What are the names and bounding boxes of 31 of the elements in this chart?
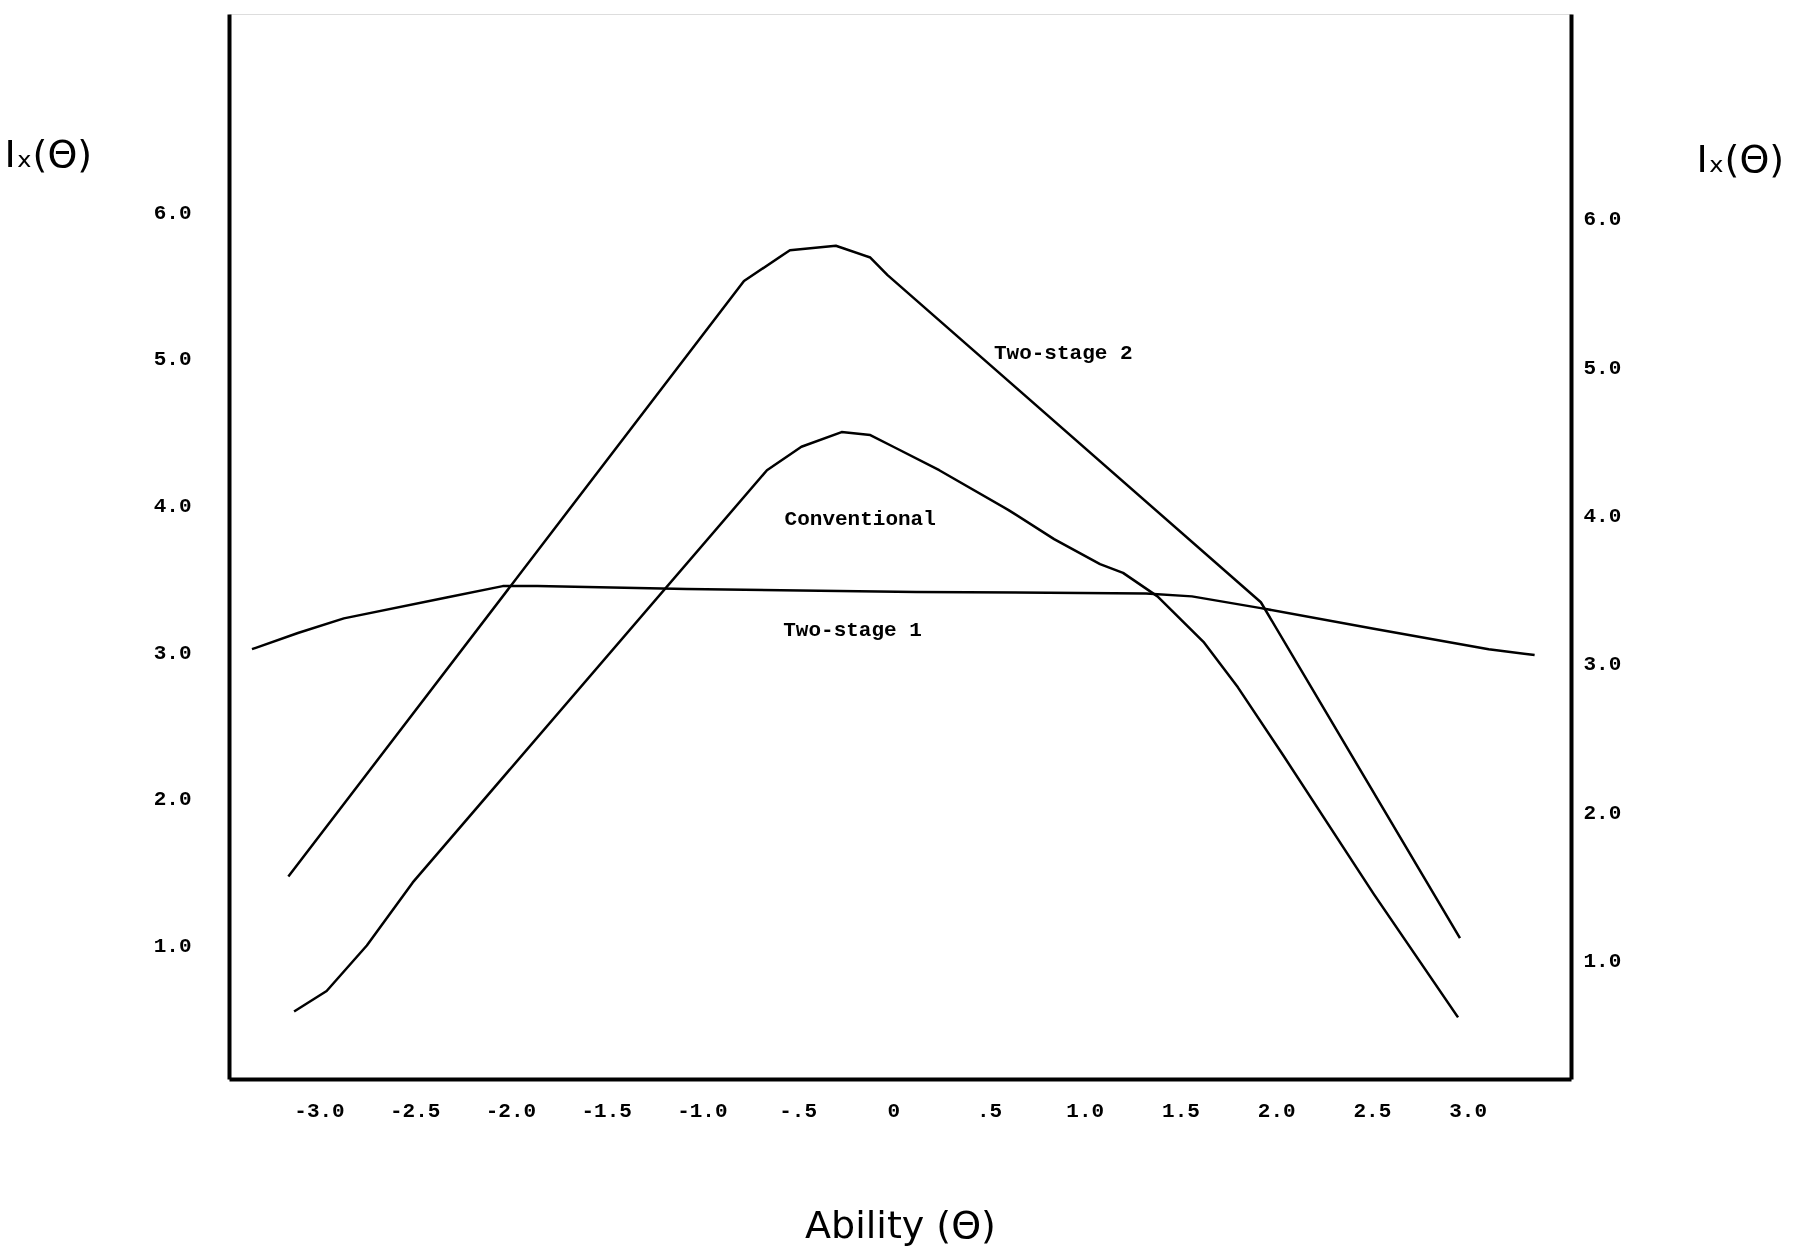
x-axis-title: Ability (Θ) <box>805 1202 996 1247</box>
y2-axis-title: Iₓ(Θ) <box>1696 136 1785 181</box>
y-tick-label: 5.0 <box>153 348 192 372</box>
x-tick-label: 2.5 <box>1353 1099 1392 1123</box>
annotation: Two-stage 2 <box>993 341 1133 365</box>
y2-tick-label: 5.0 <box>1583 356 1622 380</box>
x-tick-label: 2.0 <box>1257 1099 1296 1123</box>
x-tick-label: .5 <box>976 1099 1003 1123</box>
y-tick-label: 1.0 <box>153 935 192 959</box>
y2-tick-label: 1.0 <box>1583 949 1622 973</box>
x-tick-label: -1.5 <box>581 1099 632 1123</box>
x-tick-label: 3.0 <box>1449 1099 1488 1123</box>
annotation: Conventional <box>784 507 936 531</box>
x-tick-label: 0 <box>887 1099 901 1123</box>
x-tick-label: -1.0 <box>677 1099 728 1123</box>
y2-tick-label: 6.0 <box>1583 208 1622 232</box>
x-tick-label: -2.5 <box>389 1099 441 1123</box>
x-tick-label: -.5 <box>779 1099 817 1123</box>
y2-tick-label: 4.0 <box>1583 504 1622 528</box>
y-tick-label: 2.0 <box>153 788 192 812</box>
y-tick-label: 3.0 <box>153 641 192 665</box>
x-tick-label: 1.5 <box>1162 1099 1200 1123</box>
x-tick-label: -2.0 <box>485 1099 537 1123</box>
y-tick-label: 4.0 <box>153 494 192 518</box>
y2-tick-label: 3.0 <box>1583 653 1622 677</box>
y2-tick-label: 2.0 <box>1583 801 1622 825</box>
x-tick-label: -3.0 <box>294 1099 345 1123</box>
x-tick-label: 1.0 <box>1066 1099 1105 1123</box>
y-tick-label: 6.0 <box>153 201 192 225</box>
annotation: Two-stage 1 <box>783 618 922 642</box>
y-axis-title: Iₓ(Θ) <box>4 131 93 176</box>
